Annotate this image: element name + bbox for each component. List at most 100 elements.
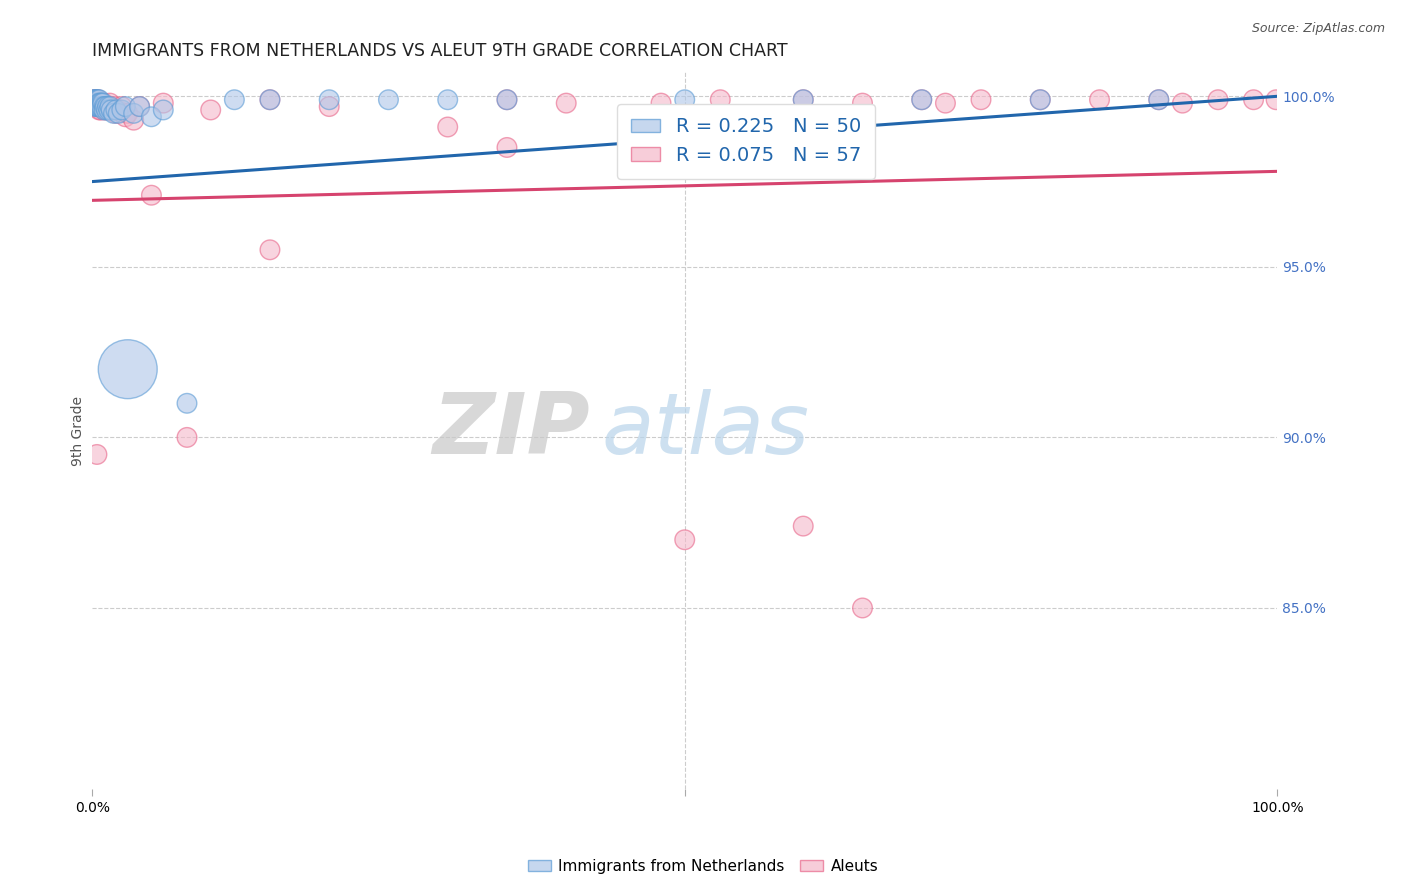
Point bbox=[128, 99, 150, 113]
Point bbox=[84, 99, 107, 113]
Point bbox=[96, 103, 118, 117]
Point bbox=[792, 93, 814, 107]
Point bbox=[89, 99, 111, 113]
Point bbox=[86, 93, 108, 107]
Point bbox=[89, 99, 111, 113]
Point bbox=[84, 96, 107, 111]
Point bbox=[86, 96, 108, 111]
Point bbox=[84, 93, 107, 107]
Point bbox=[259, 93, 281, 107]
Point bbox=[86, 447, 108, 461]
Point bbox=[93, 103, 115, 117]
Point bbox=[122, 106, 145, 120]
Point bbox=[436, 93, 458, 107]
Point bbox=[1243, 93, 1265, 107]
Point bbox=[1265, 93, 1288, 107]
Point bbox=[1147, 93, 1170, 107]
Point bbox=[103, 106, 125, 120]
Point bbox=[377, 93, 399, 107]
Point bbox=[1029, 93, 1052, 107]
Point bbox=[259, 93, 281, 107]
Point bbox=[97, 103, 120, 117]
Point bbox=[128, 99, 150, 113]
Point bbox=[107, 103, 129, 117]
Point bbox=[200, 103, 222, 117]
Point bbox=[90, 96, 112, 111]
Point bbox=[911, 93, 934, 107]
Text: IMMIGRANTS FROM NETHERLANDS VS ALEUT 9TH GRADE CORRELATION CHART: IMMIGRANTS FROM NETHERLANDS VS ALEUT 9TH… bbox=[93, 42, 787, 60]
Point bbox=[107, 106, 129, 120]
Point bbox=[86, 96, 108, 111]
Point bbox=[1206, 93, 1229, 107]
Point bbox=[89, 93, 111, 107]
Point bbox=[97, 99, 120, 113]
Point bbox=[709, 93, 731, 107]
Point bbox=[84, 93, 107, 107]
Point bbox=[1171, 96, 1194, 111]
Point bbox=[93, 99, 115, 113]
Point bbox=[87, 99, 110, 113]
Point bbox=[792, 519, 814, 533]
Point bbox=[97, 99, 120, 113]
Point bbox=[111, 103, 134, 117]
Point bbox=[82, 93, 104, 107]
Point bbox=[970, 93, 993, 107]
Point bbox=[86, 99, 108, 113]
Point bbox=[93, 96, 115, 111]
Legend: R = 0.225   N = 50, R = 0.075   N = 57: R = 0.225 N = 50, R = 0.075 N = 57 bbox=[617, 103, 875, 178]
Point bbox=[93, 103, 115, 117]
Point bbox=[259, 243, 281, 257]
Point bbox=[82, 93, 104, 107]
Point bbox=[89, 96, 111, 111]
Point bbox=[89, 99, 111, 113]
Point bbox=[141, 110, 163, 124]
Text: Source: ZipAtlas.com: Source: ZipAtlas.com bbox=[1251, 22, 1385, 36]
Point bbox=[89, 103, 111, 117]
Point bbox=[318, 99, 340, 113]
Point bbox=[87, 93, 110, 107]
Point bbox=[83, 93, 105, 107]
Point bbox=[141, 188, 163, 202]
Point bbox=[1029, 93, 1052, 107]
Point bbox=[96, 103, 118, 117]
Point bbox=[673, 533, 696, 547]
Point bbox=[934, 96, 956, 111]
Point bbox=[87, 93, 110, 107]
Point bbox=[90, 96, 112, 111]
Point bbox=[176, 430, 198, 444]
Point bbox=[496, 93, 519, 107]
Point bbox=[122, 113, 145, 128]
Point bbox=[114, 110, 136, 124]
Point bbox=[91, 96, 114, 111]
Text: atlas: atlas bbox=[602, 389, 810, 472]
Point bbox=[224, 93, 246, 107]
Text: ZIP: ZIP bbox=[432, 389, 591, 472]
Point bbox=[98, 96, 121, 111]
Point bbox=[318, 93, 340, 107]
Point bbox=[496, 93, 519, 107]
Point bbox=[94, 99, 117, 113]
Legend: Immigrants from Netherlands, Aleuts: Immigrants from Netherlands, Aleuts bbox=[522, 853, 884, 880]
Point bbox=[90, 99, 112, 113]
Point bbox=[89, 96, 111, 111]
Point bbox=[650, 96, 672, 111]
Point bbox=[117, 106, 139, 120]
Point bbox=[1147, 93, 1170, 107]
Point bbox=[851, 96, 873, 111]
Point bbox=[152, 103, 174, 117]
Point bbox=[792, 93, 814, 107]
Point bbox=[89, 96, 111, 111]
Point bbox=[89, 103, 111, 117]
Point bbox=[176, 396, 198, 410]
Point bbox=[104, 103, 127, 117]
Point bbox=[1088, 93, 1111, 107]
Point bbox=[117, 362, 139, 376]
Point bbox=[851, 601, 873, 615]
Point bbox=[98, 99, 121, 113]
Point bbox=[83, 96, 105, 111]
Point bbox=[83, 96, 105, 111]
Point bbox=[436, 120, 458, 134]
Point bbox=[84, 99, 107, 113]
Point bbox=[911, 93, 934, 107]
Point bbox=[555, 96, 578, 111]
